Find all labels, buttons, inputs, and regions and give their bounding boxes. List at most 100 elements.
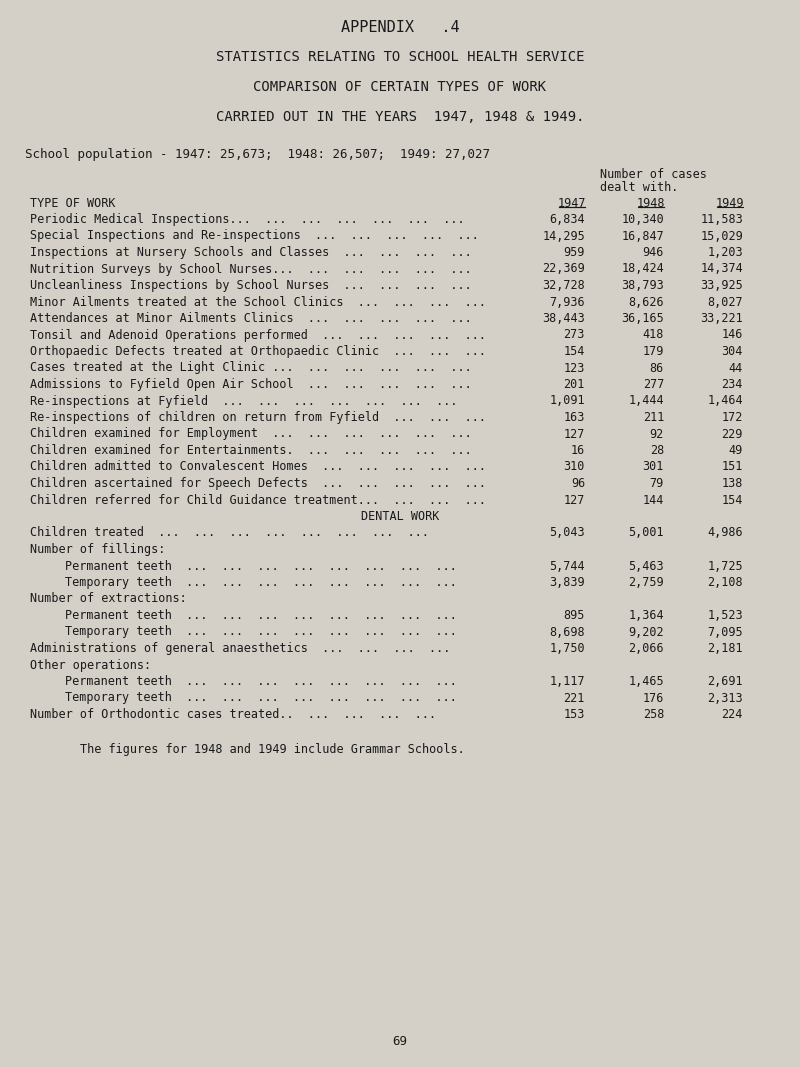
Text: 49: 49 (729, 444, 743, 457)
Text: Tonsil and Adenoid Operations performed  ...  ...  ...  ...  ...: Tonsil and Adenoid Operations performed … (30, 329, 486, 341)
Text: 86: 86 (650, 362, 664, 375)
Text: Cases treated at the Light Clinic ...  ...  ...  ...  ...  ...: Cases treated at the Light Clinic ... ..… (30, 362, 472, 375)
Text: 22,369: 22,369 (542, 262, 585, 275)
Text: Minor Ailments treated at the School Clinics  ...  ...  ...  ...: Minor Ailments treated at the School Cli… (30, 296, 486, 308)
Text: Temporary teeth  ...  ...  ...  ...  ...  ...  ...  ...: Temporary teeth ... ... ... ... ... ... … (65, 576, 457, 589)
Text: 2,759: 2,759 (628, 576, 664, 589)
Text: 258: 258 (642, 708, 664, 721)
Text: 1,203: 1,203 (707, 246, 743, 259)
Text: Temporary teeth  ...  ...  ...  ...  ...  ...  ...  ...: Temporary teeth ... ... ... ... ... ... … (65, 625, 457, 638)
Text: 201: 201 (564, 378, 585, 391)
Text: 6,834: 6,834 (550, 213, 585, 226)
Text: TYPE OF WORK: TYPE OF WORK (30, 197, 115, 210)
Text: 138: 138 (722, 477, 743, 490)
Text: 310: 310 (564, 461, 585, 474)
Text: 2,313: 2,313 (707, 691, 743, 704)
Text: 172: 172 (722, 411, 743, 424)
Text: 224: 224 (722, 708, 743, 721)
Text: 79: 79 (650, 477, 664, 490)
Text: Permanent teeth  ...  ...  ...  ...  ...  ...  ...  ...: Permanent teeth ... ... ... ... ... ... … (65, 609, 457, 622)
Text: 5,463: 5,463 (628, 559, 664, 573)
Text: 33,221: 33,221 (700, 312, 743, 325)
Text: 36,165: 36,165 (622, 312, 664, 325)
Text: 16: 16 (570, 444, 585, 457)
Text: 2,181: 2,181 (707, 642, 743, 655)
Text: Other operations:: Other operations: (30, 658, 151, 671)
Text: dealt with.: dealt with. (600, 181, 678, 194)
Text: Number of fillings:: Number of fillings: (30, 543, 166, 556)
Text: 146: 146 (722, 329, 743, 341)
Text: Permanent teeth  ...  ...  ...  ...  ...  ...  ...  ...: Permanent teeth ... ... ... ... ... ... … (65, 559, 457, 573)
Text: Children examined for Entertainments.  ...  ...  ...  ...  ...: Children examined for Entertainments. ..… (30, 444, 472, 457)
Text: Children admitted to Convalescent Homes  ...  ...  ...  ...  ...: Children admitted to Convalescent Homes … (30, 461, 486, 474)
Text: 32,728: 32,728 (542, 278, 585, 292)
Text: 959: 959 (564, 246, 585, 259)
Text: 234: 234 (722, 378, 743, 391)
Text: School population - 1947: 25,673;  1948: 26,507;  1949: 27,027: School population - 1947: 25,673; 1948: … (25, 148, 490, 161)
Text: APPENDIX   .4: APPENDIX .4 (341, 20, 459, 35)
Text: 127: 127 (564, 494, 585, 507)
Text: 38,443: 38,443 (542, 312, 585, 325)
Text: Administrations of general anaesthetics  ...  ...  ...  ...: Administrations of general anaesthetics … (30, 642, 450, 655)
Text: 229: 229 (722, 428, 743, 441)
Text: 1,465: 1,465 (628, 675, 664, 688)
Text: Special Inspections and Re-inspections  ...  ...  ...  ...  ...: Special Inspections and Re-inspections .… (30, 229, 479, 242)
Text: Number of extractions:: Number of extractions: (30, 592, 186, 605)
Text: 301: 301 (642, 461, 664, 474)
Text: 2,066: 2,066 (628, 642, 664, 655)
Text: 8,698: 8,698 (550, 625, 585, 638)
Text: Permanent teeth  ...  ...  ...  ...  ...  ...  ...  ...: Permanent teeth ... ... ... ... ... ... … (65, 675, 457, 688)
Text: 2,691: 2,691 (707, 675, 743, 688)
Text: 4,986: 4,986 (707, 526, 743, 540)
Text: STATISTICS RELATING TO SCHOOL HEALTH SERVICE: STATISTICS RELATING TO SCHOOL HEALTH SER… (216, 50, 584, 64)
Text: 10,340: 10,340 (622, 213, 664, 226)
Text: 7,095: 7,095 (707, 625, 743, 638)
Text: 69: 69 (393, 1035, 407, 1048)
Text: The figures for 1948 and 1949 include Grammar Schools.: The figures for 1948 and 1949 include Gr… (80, 743, 465, 755)
Text: 15,029: 15,029 (700, 229, 743, 242)
Text: Children ascertained for Speech Defects  ...  ...  ...  ...  ...: Children ascertained for Speech Defects … (30, 477, 486, 490)
Text: 3,839: 3,839 (550, 576, 585, 589)
Text: 1,725: 1,725 (707, 559, 743, 573)
Text: 5,001: 5,001 (628, 526, 664, 540)
Text: Nutrition Surveys by School Nurses...  ...  ...  ...  ...  ...: Nutrition Surveys by School Nurses... ..… (30, 262, 472, 275)
Text: 1,444: 1,444 (628, 395, 664, 408)
Text: 154: 154 (722, 494, 743, 507)
Text: 1,750: 1,750 (550, 642, 585, 655)
Text: 5,043: 5,043 (550, 526, 585, 540)
Text: Uncleanliness Inspections by School Nurses  ...  ...  ...  ...: Uncleanliness Inspections by School Nurs… (30, 278, 472, 292)
Text: 163: 163 (564, 411, 585, 424)
Text: 2,108: 2,108 (707, 576, 743, 589)
Text: 18,424: 18,424 (622, 262, 664, 275)
Text: Inspections at Nursery Schools and Classes  ...  ...  ...  ...: Inspections at Nursery Schools and Class… (30, 246, 472, 259)
Text: 144: 144 (642, 494, 664, 507)
Text: 221: 221 (564, 691, 585, 704)
Text: 179: 179 (642, 345, 664, 359)
Text: 123: 123 (564, 362, 585, 375)
Text: 33,925: 33,925 (700, 278, 743, 292)
Text: Children treated  ...  ...  ...  ...  ...  ...  ...  ...: Children treated ... ... ... ... ... ...… (30, 526, 429, 540)
Text: Re-inspections of children on return from Fyfield  ...  ...  ...: Re-inspections of children on return fro… (30, 411, 486, 424)
Text: 1,364: 1,364 (628, 609, 664, 622)
Text: DENTAL WORK: DENTAL WORK (361, 510, 439, 523)
Text: 176: 176 (642, 691, 664, 704)
Text: 7,936: 7,936 (550, 296, 585, 308)
Text: 151: 151 (722, 461, 743, 474)
Text: 28: 28 (650, 444, 664, 457)
Text: 5,744: 5,744 (550, 559, 585, 573)
Text: 418: 418 (642, 329, 664, 341)
Text: 14,295: 14,295 (542, 229, 585, 242)
Text: 154: 154 (564, 345, 585, 359)
Text: Children examined for Employment  ...  ...  ...  ...  ...  ...: Children examined for Employment ... ...… (30, 428, 472, 441)
Text: 127: 127 (564, 428, 585, 441)
Text: 38,793: 38,793 (622, 278, 664, 292)
Text: Number of Orthodontic cases treated..  ...  ...  ...  ...: Number of Orthodontic cases treated.. ..… (30, 708, 436, 721)
Text: 273: 273 (564, 329, 585, 341)
Text: 1,464: 1,464 (707, 395, 743, 408)
Text: 1948: 1948 (637, 197, 666, 210)
Text: 11,583: 11,583 (700, 213, 743, 226)
Text: 211: 211 (642, 411, 664, 424)
Text: 16,847: 16,847 (622, 229, 664, 242)
Text: 946: 946 (642, 246, 664, 259)
Text: 8,626: 8,626 (628, 296, 664, 308)
